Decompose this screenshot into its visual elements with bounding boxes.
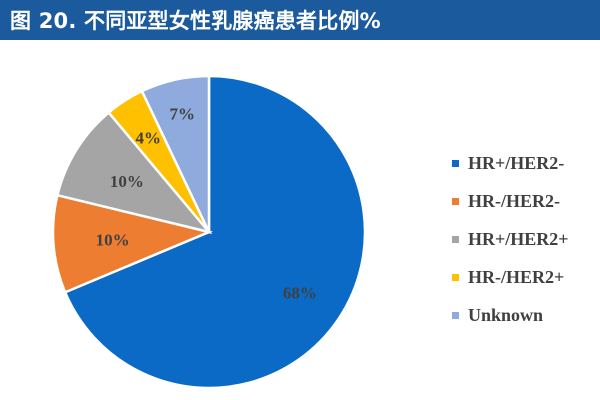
- data-label-2: 10%: [110, 172, 144, 191]
- legend-swatch: [452, 311, 459, 319]
- legend-item-hr-pos-her2-pos: HR+/HER2+: [452, 220, 569, 258]
- legend-item-hr-neg-her2-pos: HR-/HER2+: [452, 258, 569, 296]
- legend-item-hr-pos-her2-neg: HR+/HER2-: [452, 144, 569, 182]
- legend-label: HR+/HER2-: [468, 152, 565, 173]
- data-label-3: 4%: [136, 129, 162, 148]
- pie-slice-1: [51, 193, 213, 294]
- data-label-1: 10%: [96, 231, 130, 250]
- legend-item-unknown: Unknown: [452, 296, 569, 334]
- pie-chart: 68% 10% 10% 4% 7%: [51, 74, 367, 390]
- pie-slice-4: [140, 74, 211, 233]
- data-label-4: 7%: [169, 104, 195, 123]
- legend-label: Unknown: [468, 304, 544, 325]
- legend-swatch: [452, 159, 459, 167]
- legend-label: HR-/HER2-: [468, 190, 560, 211]
- legend-swatch: [452, 273, 459, 281]
- legend-item-hr-neg-her2-neg: HR-/HER2-: [452, 182, 569, 220]
- legend-label: HR-/HER2+: [468, 266, 565, 287]
- chart-title: 图 20. 不同亚型女性乳腺癌患者比例%: [0, 0, 600, 40]
- chart-legend: HR+/HER2- HR-/HER2- HR+/HER2+ HR-/HER2+ …: [452, 144, 569, 334]
- data-label-0: 68%: [283, 283, 317, 302]
- pie-slice-2: [55, 110, 213, 235]
- legend-swatch: [452, 235, 459, 243]
- legend-swatch: [452, 197, 459, 205]
- pie-slice-0: [63, 74, 367, 390]
- legend-label: HR+/HER2+: [468, 228, 569, 249]
